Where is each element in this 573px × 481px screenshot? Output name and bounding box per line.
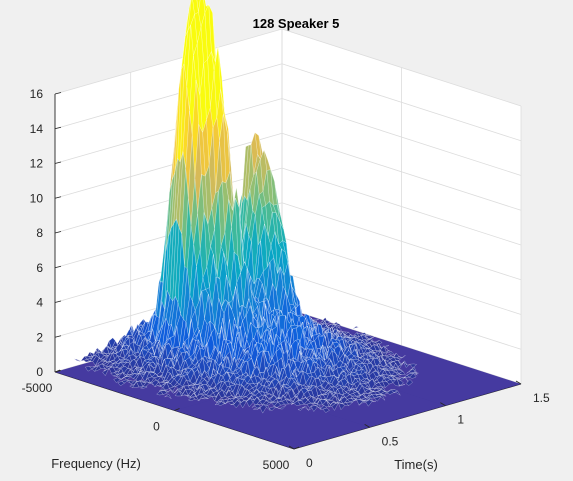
surface-cell xyxy=(374,396,382,402)
surface-cell xyxy=(259,404,267,414)
z-tick xyxy=(54,196,62,199)
spectrogram-surface xyxy=(55,0,521,449)
surface-cell xyxy=(188,396,196,401)
surface-cell xyxy=(140,386,148,389)
surface-cell xyxy=(217,401,225,406)
time-tick xyxy=(515,380,522,385)
z-tick-label: 10 xyxy=(30,191,44,205)
surface-cell xyxy=(392,378,400,387)
z-tick-label: 14 xyxy=(30,122,44,136)
z-tick xyxy=(54,161,62,164)
surface-cell xyxy=(268,406,277,412)
time-tick xyxy=(288,445,295,450)
surface-cell xyxy=(393,390,401,396)
z-tick xyxy=(54,335,62,338)
surface-cell xyxy=(293,400,301,406)
z-tick-label: 0 xyxy=(36,365,43,379)
x-axis-label: Time(s) xyxy=(394,457,438,472)
surface-cell xyxy=(405,379,413,386)
z-tick xyxy=(54,231,62,234)
surface-cell xyxy=(132,381,140,388)
surface-cell xyxy=(398,384,405,386)
surface-cell xyxy=(164,393,172,399)
surface-cell xyxy=(365,399,373,407)
time-tick-label: 0.5 xyxy=(382,434,399,448)
surface-cell xyxy=(94,365,102,372)
frequency-tick-label: 5000 xyxy=(263,458,290,472)
frequency-tick xyxy=(54,369,61,373)
time-tick-label: 0 xyxy=(306,456,313,470)
surface-cell xyxy=(409,373,417,379)
time-tick xyxy=(440,402,446,407)
z-tick xyxy=(54,300,62,303)
z-tick-label: 16 xyxy=(30,87,44,101)
surface-cell xyxy=(352,326,359,330)
time-tick xyxy=(364,423,370,428)
surface-cell xyxy=(409,363,417,368)
frequency-tick-label: -5000 xyxy=(22,381,53,395)
z-tick xyxy=(54,92,62,95)
z-tick xyxy=(54,126,62,130)
frequency-tick xyxy=(293,446,300,450)
time-tick-label: 1.5 xyxy=(533,391,550,405)
surface-cell xyxy=(322,407,330,413)
surface-cell xyxy=(279,405,287,410)
z-tick-label: 8 xyxy=(36,226,43,240)
frequency-tick-label: 0 xyxy=(153,420,160,434)
chart-title: 128 Speaker 5 xyxy=(253,16,340,31)
tick-marks xyxy=(54,92,522,450)
tick-labels: 0 2 4 6 8 10 12 14 16 -5000 0 5000 0 0.5 1 1.5 xyxy=(22,87,550,472)
z-tick-label: 12 xyxy=(30,157,44,171)
time-tick-label: 1 xyxy=(457,413,464,427)
y-axis-label: Frequency (Hz) xyxy=(51,456,141,471)
z-tick-label: 2 xyxy=(36,330,43,344)
surface-cell xyxy=(117,381,125,386)
z-tick-label: 6 xyxy=(36,261,43,275)
surface-cell xyxy=(113,377,121,383)
frequency-tick xyxy=(174,408,180,411)
surface-cell xyxy=(201,397,209,400)
z-tick xyxy=(54,265,62,269)
surface-cell xyxy=(297,406,305,411)
surface-cell xyxy=(338,402,346,410)
z-tick-label: 4 xyxy=(36,296,43,310)
surface-cell xyxy=(156,390,164,396)
